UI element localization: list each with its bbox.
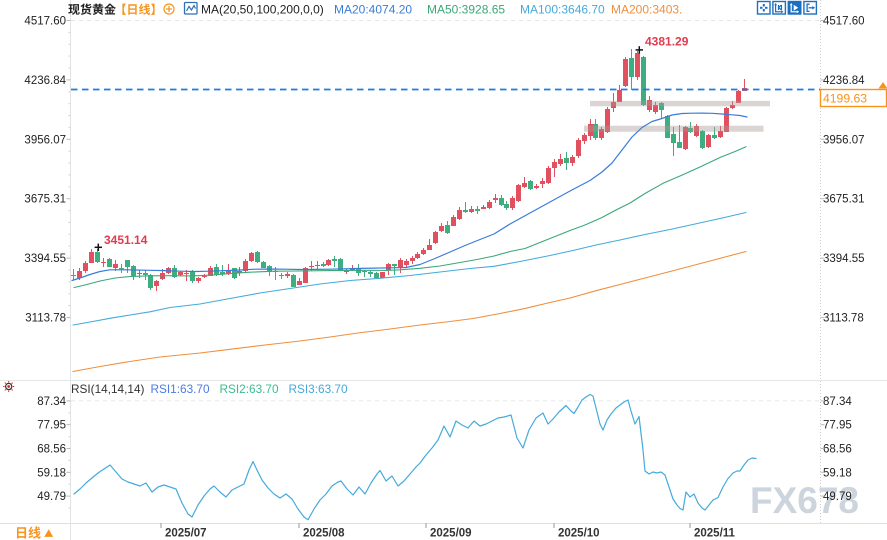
svg-text:RSI2:63.70: RSI2:63.70: [220, 382, 279, 396]
svg-text:MA(20,50,100,200,0,0): MA(20,50,100,200,0,0): [201, 3, 324, 17]
svg-text:2025/09: 2025/09: [430, 528, 472, 540]
svg-text:3675.31: 3675.31: [24, 194, 66, 206]
svg-text:49.79: 49.79: [823, 491, 852, 503]
svg-text:87.34: 87.34: [37, 396, 66, 408]
svg-text:2025/08: 2025/08: [303, 528, 345, 540]
svg-text:3451.14: 3451.14: [104, 233, 148, 247]
svg-text:68.56: 68.56: [823, 444, 852, 456]
svg-text:77.95: 77.95: [37, 420, 66, 432]
svg-text:MA200:3403.: MA200:3403.: [611, 3, 682, 17]
svg-text:4199.63: 4199.63: [823, 91, 867, 105]
svg-text:RSI3:63.70: RSI3:63.70: [289, 382, 348, 396]
svg-text:4236.84: 4236.84: [24, 75, 66, 87]
svg-text:68.56: 68.56: [37, 444, 66, 456]
svg-text:MA100:3646.70: MA100:3646.70: [520, 3, 605, 17]
svg-text:3956.07: 3956.07: [823, 134, 865, 146]
svg-text:3394.55: 3394.55: [24, 253, 66, 265]
svg-text:49.79: 49.79: [37, 491, 66, 503]
svg-text:MA50:3928.65: MA50:3928.65: [427, 3, 505, 17]
svg-text:MA20:4074.20: MA20:4074.20: [334, 3, 412, 17]
svg-text:2025/10: 2025/10: [558, 528, 600, 540]
svg-text:87.34: 87.34: [823, 396, 852, 408]
svg-text:RSI(14,14,14): RSI(14,14,14): [71, 382, 145, 396]
svg-text:3394.55: 3394.55: [823, 253, 865, 265]
svg-text:3956.07: 3956.07: [24, 134, 66, 146]
svg-text:77.95: 77.95: [823, 420, 852, 432]
svg-text:59.18: 59.18: [37, 467, 66, 479]
svg-text:2025/07: 2025/07: [165, 528, 207, 540]
svg-text:4381.29: 4381.29: [645, 35, 689, 49]
svg-text:RSI1:63.70: RSI1:63.70: [151, 382, 210, 396]
svg-text:59.18: 59.18: [823, 467, 852, 479]
svg-text:4517.60: 4517.60: [24, 16, 66, 28]
svg-text:FX678: FX678: [750, 480, 859, 521]
svg-text:2025/11: 2025/11: [694, 528, 736, 540]
svg-text:3675.31: 3675.31: [823, 194, 865, 206]
svg-text:4517.60: 4517.60: [823, 16, 865, 28]
svg-text:3113.78: 3113.78: [823, 313, 864, 325]
svg-text:4236.84: 4236.84: [823, 75, 865, 87]
svg-text:3113.78: 3113.78: [25, 313, 66, 325]
